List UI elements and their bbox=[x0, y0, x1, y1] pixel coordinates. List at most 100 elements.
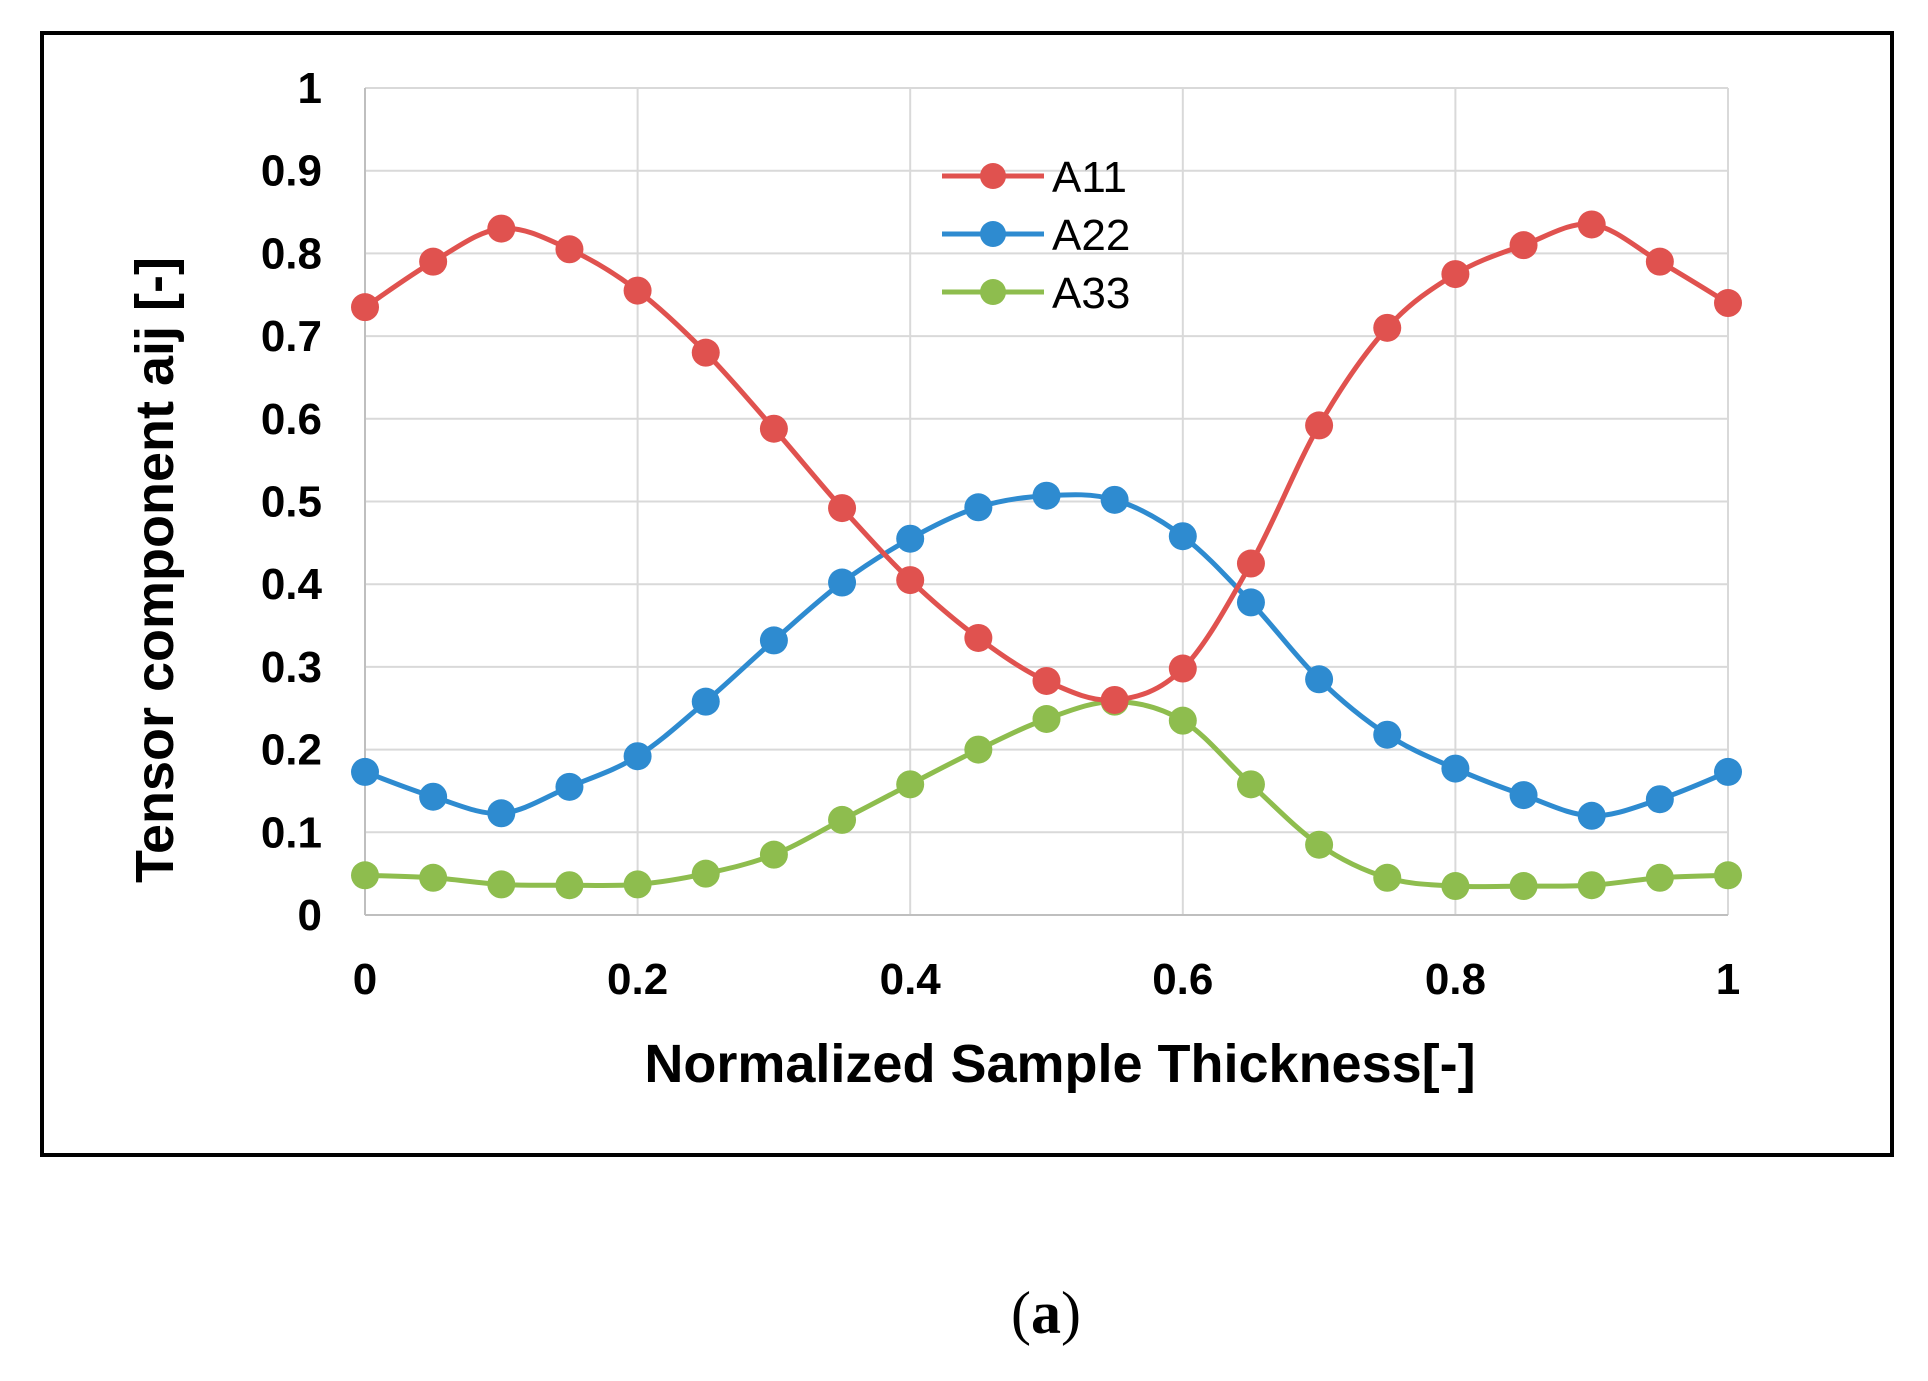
legend-item-a11: A11 bbox=[942, 153, 1127, 202]
data-point-a33-9 bbox=[964, 735, 993, 764]
data-point-a11-10 bbox=[1032, 666, 1061, 695]
legend-item-a22: A22 bbox=[942, 211, 1130, 260]
gridlines bbox=[365, 87, 1729, 915]
data-point-a11-18 bbox=[1577, 210, 1606, 239]
y-tick-labels: 0 0.1 0.2 0.3 0.4 0.5 0.6 0.7 0.8 0.9 1 bbox=[261, 64, 323, 940]
figure-caption: (a) bbox=[1011, 1280, 1081, 1346]
data-point-a33-1 bbox=[419, 863, 448, 892]
legend-marker-a33 bbox=[980, 279, 1006, 305]
data-point-a11-14 bbox=[1305, 411, 1334, 440]
y-tick-label: 0.6 bbox=[261, 395, 322, 444]
data-point-a22-13 bbox=[1236, 588, 1265, 617]
data-point-a33-2 bbox=[487, 870, 516, 899]
y-tick-label: 0.5 bbox=[261, 478, 322, 527]
data-point-a11-3 bbox=[555, 235, 584, 264]
series-a11 bbox=[351, 210, 1742, 714]
series-a22 bbox=[351, 481, 1742, 830]
data-point-a11-4 bbox=[623, 276, 652, 305]
data-point-a11-9 bbox=[964, 623, 993, 652]
legend-item-a33: A33 bbox=[942, 269, 1130, 318]
y-axis-title: Tensor component aij [-] bbox=[125, 257, 185, 883]
data-point-a33-4 bbox=[623, 870, 652, 899]
y-tick-label: 0.1 bbox=[261, 808, 322, 857]
data-point-a22-0 bbox=[351, 757, 379, 786]
data-point-a22-9 bbox=[964, 493, 993, 522]
data-point-a11-5 bbox=[691, 338, 720, 367]
data-point-a11-13 bbox=[1236, 549, 1265, 578]
data-point-a11-20 bbox=[1714, 289, 1742, 318]
data-point-a33-8 bbox=[896, 770, 925, 799]
legend-label-a11: A11 bbox=[1052, 153, 1127, 202]
data-point-a33-16 bbox=[1441, 872, 1470, 901]
data-point-a11-8 bbox=[896, 566, 925, 595]
data-point-a22-19 bbox=[1645, 785, 1674, 814]
data-point-a22-15 bbox=[1373, 720, 1402, 749]
y-tick-label: 0.7 bbox=[261, 312, 322, 361]
data-point-a33-20 bbox=[1714, 861, 1742, 890]
data-point-a22-4 bbox=[623, 742, 652, 771]
data-point-a33-5 bbox=[691, 859, 720, 888]
data-point-a22-2 bbox=[487, 799, 516, 828]
data-point-a33-3 bbox=[555, 871, 584, 900]
y-tick-label: 0.9 bbox=[261, 147, 322, 196]
caption-open-paren: ( bbox=[1011, 1280, 1031, 1346]
legend-marker-a11 bbox=[980, 163, 1006, 189]
data-point-a11-7 bbox=[828, 494, 857, 523]
legend: A11 A22 A33 bbox=[942, 153, 1130, 318]
data-point-a22-17 bbox=[1509, 781, 1538, 810]
data-point-a22-10 bbox=[1032, 481, 1061, 510]
data-point-a33-13 bbox=[1236, 770, 1265, 799]
data-point-a11-16 bbox=[1441, 260, 1470, 289]
x-tick-label: 0.8 bbox=[1425, 955, 1486, 1004]
data-point-a33-19 bbox=[1645, 863, 1674, 892]
data-point-a22-5 bbox=[691, 687, 720, 716]
data-point-a11-1 bbox=[419, 247, 448, 276]
data-point-a22-18 bbox=[1577, 801, 1606, 830]
y-tick-label: 0.2 bbox=[261, 726, 322, 775]
data-point-a22-6 bbox=[759, 626, 788, 655]
data-point-a22-7 bbox=[828, 568, 857, 597]
data-point-a33-10 bbox=[1032, 705, 1061, 734]
data-point-a22-1 bbox=[419, 782, 448, 811]
legend-marker-a22 bbox=[980, 221, 1006, 247]
x-tick-label: 0.6 bbox=[1152, 955, 1213, 1004]
series-line-a11 bbox=[362, 221, 1731, 703]
data-point-a11-17 bbox=[1509, 231, 1538, 260]
data-point-a22-12 bbox=[1168, 522, 1197, 551]
data-point-a33-12 bbox=[1168, 706, 1197, 735]
data-point-a22-8 bbox=[896, 524, 925, 553]
x-tick-label: 0.4 bbox=[880, 955, 942, 1004]
y-tick-label: 0.4 bbox=[261, 560, 323, 609]
series-lines bbox=[351, 210, 1742, 901]
x-tick-label: 0 bbox=[353, 955, 377, 1004]
x-tick-label: 0.2 bbox=[607, 955, 668, 1004]
data-point-a33-7 bbox=[828, 805, 857, 834]
data-point-a22-14 bbox=[1305, 665, 1334, 694]
data-point-a22-11 bbox=[1100, 485, 1129, 514]
data-point-a22-3 bbox=[555, 772, 584, 801]
x-tick-labels: 0 0.2 0.4 0.6 0.8 1 bbox=[353, 955, 1740, 1004]
x-axis-title: Normalized Sample Thickness[-] bbox=[644, 1034, 1475, 1094]
data-point-a11-0 bbox=[351, 293, 379, 322]
series-line-a22 bbox=[362, 492, 1731, 819]
data-point-a33-15 bbox=[1373, 863, 1402, 892]
legend-label-a22: A22 bbox=[1052, 211, 1130, 260]
data-point-a22-20 bbox=[1714, 757, 1742, 786]
caption-label: a bbox=[1031, 1280, 1061, 1346]
data-point-a22-16 bbox=[1441, 754, 1470, 783]
data-point-a33-6 bbox=[759, 840, 788, 869]
caption-close-paren: ) bbox=[1061, 1280, 1081, 1346]
data-point-a33-0 bbox=[351, 861, 379, 890]
data-point-a33-18 bbox=[1577, 871, 1606, 900]
legend-label-a33: A33 bbox=[1052, 269, 1130, 318]
data-point-a11-6 bbox=[759, 414, 788, 443]
y-tick-label: 0.3 bbox=[261, 643, 322, 692]
y-tick-label: 0 bbox=[298, 891, 322, 940]
data-point-a11-15 bbox=[1373, 313, 1402, 342]
data-point-a11-12 bbox=[1168, 654, 1197, 683]
data-point-a11-2 bbox=[487, 214, 516, 243]
data-point-a11-19 bbox=[1645, 247, 1674, 276]
data-point-a33-14 bbox=[1305, 830, 1334, 859]
data-point-a11-11 bbox=[1100, 685, 1129, 714]
